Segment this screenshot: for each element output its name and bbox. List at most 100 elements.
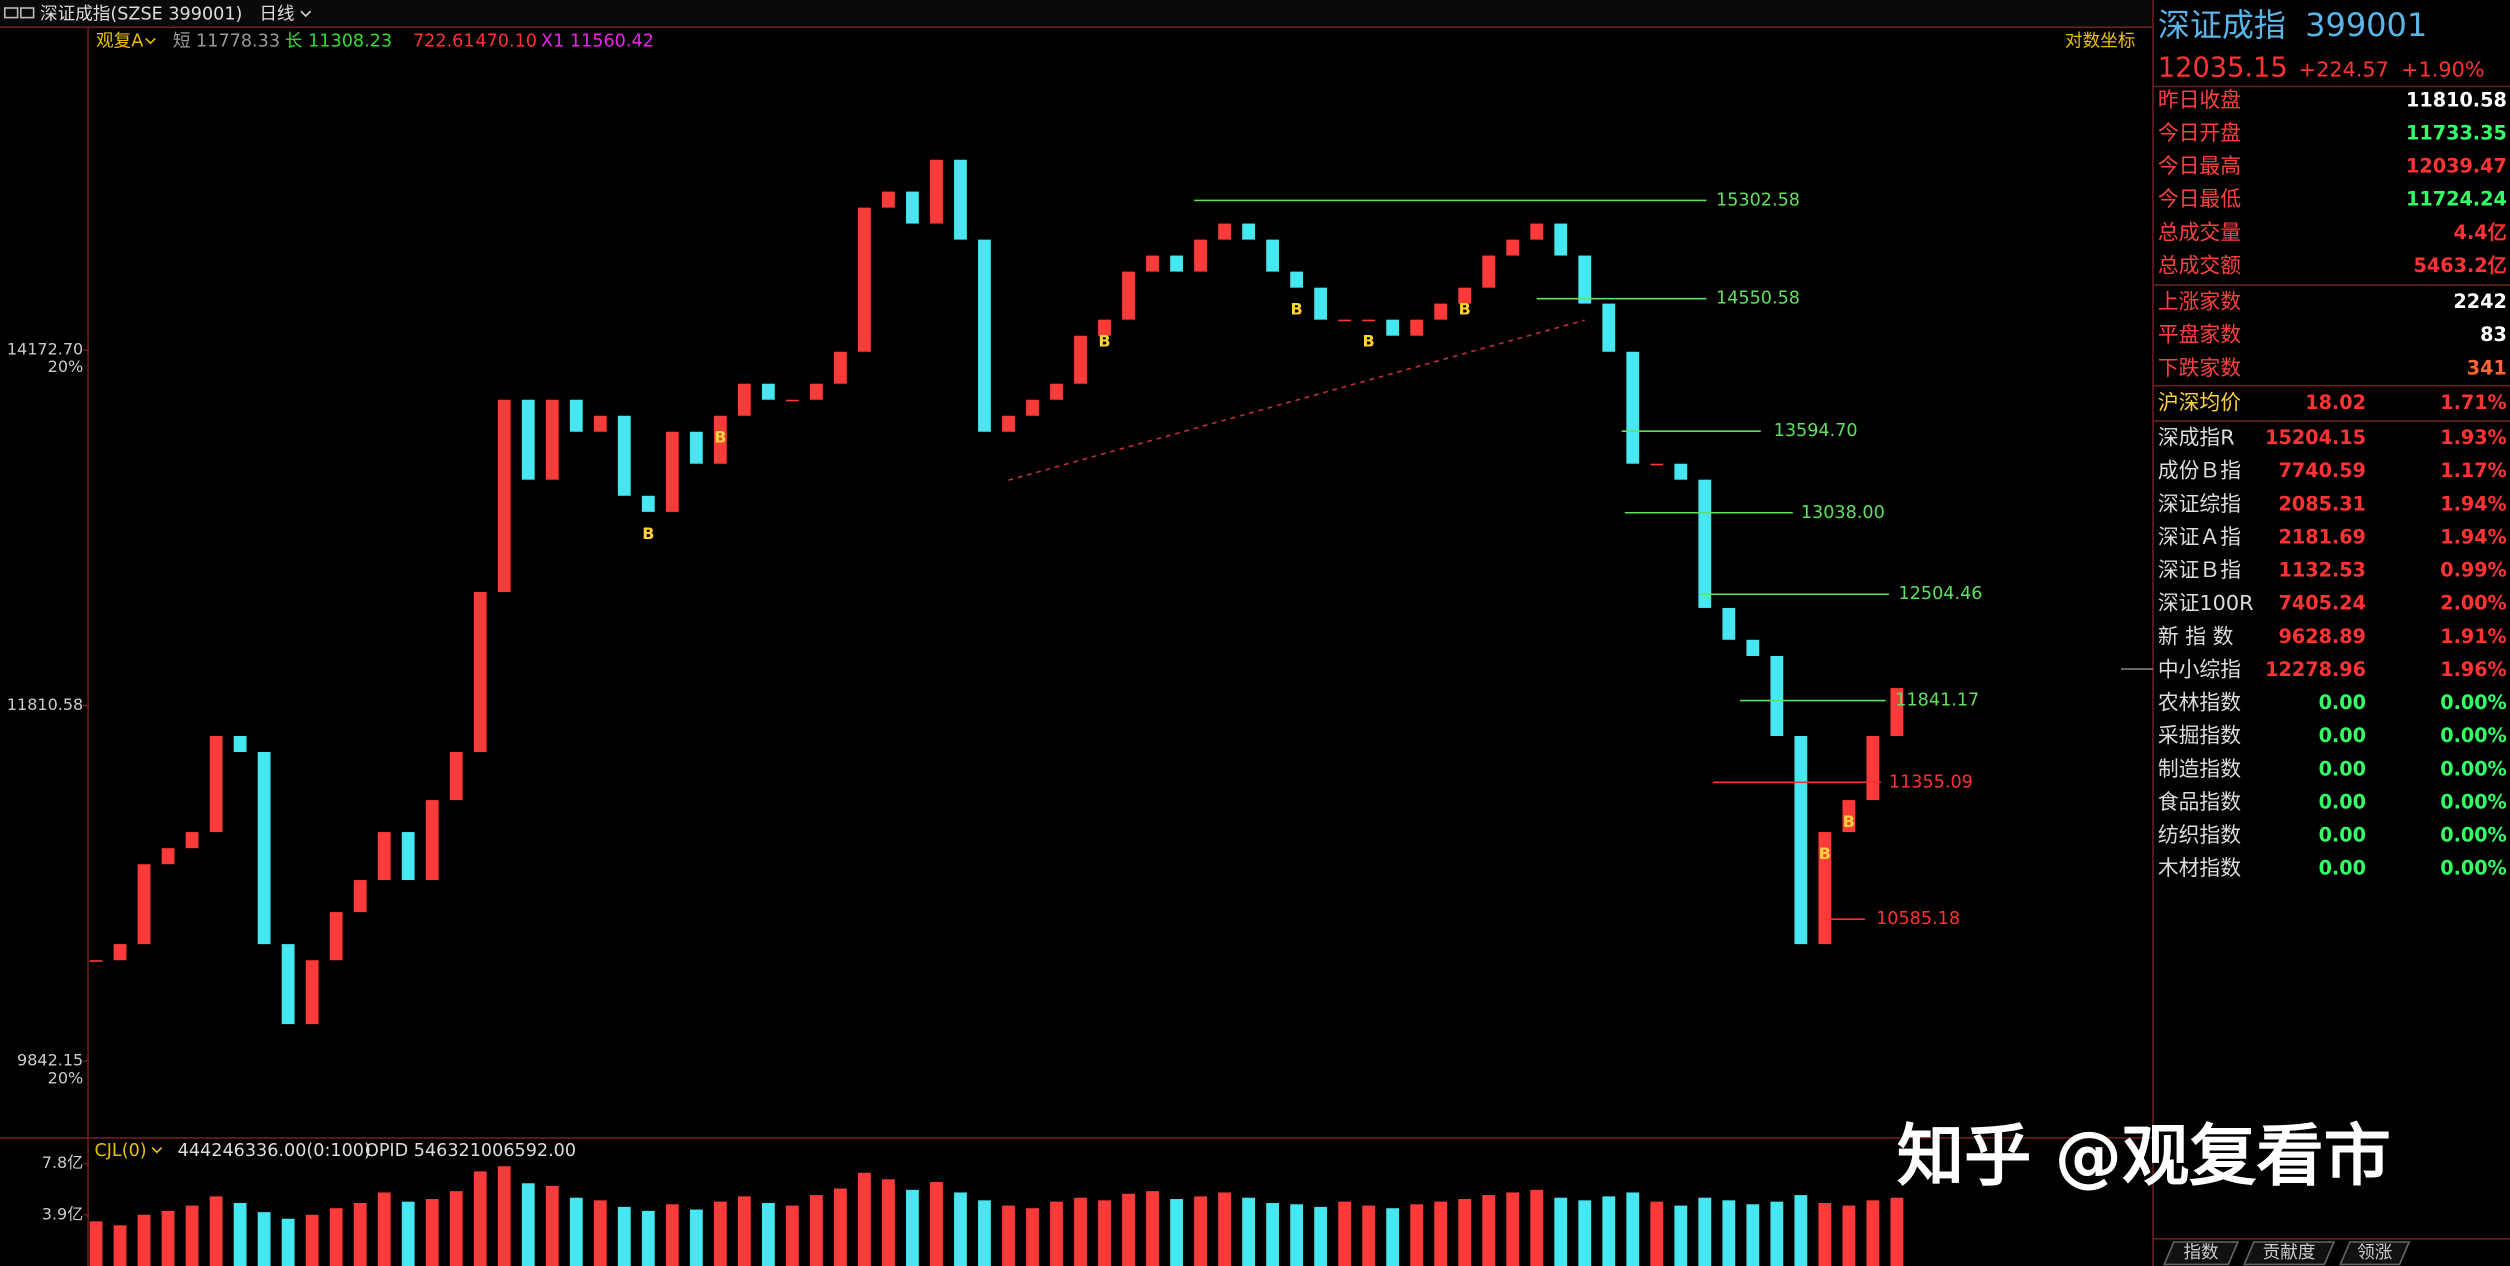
volume-bar <box>137 1214 151 1266</box>
volume-bar <box>281 1218 295 1266</box>
index-value: 0.00 <box>2319 857 2366 880</box>
index-pct: 0.00% <box>2440 824 2507 847</box>
index-value: 0.00 <box>2319 724 2366 747</box>
chevron <box>151 1146 163 1154</box>
candle <box>641 495 655 512</box>
y-tick-label: 14172.70 <box>7 340 83 359</box>
candle <box>1626 351 1640 464</box>
candle <box>1458 287 1472 304</box>
index-pct: 0.00% <box>2440 857 2507 880</box>
volume-bar <box>665 1204 679 1266</box>
breadth-value: 341 <box>2467 356 2507 379</box>
breadth-label: 上涨家数 <box>2158 289 2241 313</box>
candle <box>1170 255 1183 272</box>
volume-name: CJL(0) <box>94 1141 146 1161</box>
signal: B <box>1098 332 1110 351</box>
volume-opid: OPID 546321006592.00 <box>365 1141 576 1161</box>
index-value: 0.00 <box>2319 824 2366 847</box>
candle <box>882 191 895 208</box>
level-label: 15302.58 <box>1716 190 1800 210</box>
volume-bar <box>1410 1204 1424 1266</box>
index-label: 深证Ｂ指 <box>2158 558 2241 582</box>
candle <box>1602 303 1616 352</box>
avg-label: 沪深均价 <box>2158 390 2241 414</box>
volume-bar <box>1290 1204 1304 1266</box>
stat-label: 总成交量 <box>2158 220 2241 244</box>
level-label: 14550.58 <box>1716 289 1800 309</box>
volume-bar <box>1242 1197 1255 1266</box>
tab[interactable] <box>2243 1241 2336 1266</box>
volume-bar <box>1770 1201 1784 1266</box>
index-label: 木材指数 <box>2158 856 2241 880</box>
period: 日线 <box>259 4 294 24</box>
index-value: 9628.89 <box>2279 625 2366 648</box>
level-label: 12504.46 <box>1899 584 1983 604</box>
y-tick-label: 11810.58 <box>7 695 83 714</box>
candle <box>113 944 127 961</box>
volume-bar <box>1026 1208 1039 1266</box>
stat-value: 4.4亿 <box>2454 221 2507 244</box>
indicator: 722.61 <box>413 32 475 52</box>
index-value: 15204.15 <box>2265 426 2366 449</box>
index-value: 2181.69 <box>2279 525 2366 548</box>
candle <box>1146 255 1159 272</box>
scale-mode: 对数坐标 <box>2065 32 2135 52</box>
index-label: 农林指数 <box>2158 691 2241 715</box>
volume-bar <box>425 1199 439 1266</box>
volume-bar <box>978 1200 991 1266</box>
volume-bar <box>497 1166 511 1266</box>
candle <box>1026 399 1039 416</box>
quote-code: 399001 <box>2305 6 2427 44</box>
breadth-value: 83 <box>2480 323 2507 346</box>
quote-pct: +1.90% <box>2401 57 2485 81</box>
stat-value: 5463.2亿 <box>2414 254 2507 277</box>
volume-bar <box>473 1171 487 1266</box>
candle <box>353 880 367 913</box>
breadth-value: 2242 <box>2453 290 2506 313</box>
candle <box>1794 735 1808 945</box>
y-tick-label: 7.8亿 <box>42 1153 83 1172</box>
signal: B <box>1459 300 1471 319</box>
candle <box>1770 655 1784 736</box>
volume-bar <box>1482 1195 1496 1266</box>
volume-bar <box>713 1201 727 1266</box>
candle <box>1866 735 1880 801</box>
candle <box>1410 319 1424 336</box>
candle <box>1266 239 1280 272</box>
level-label: 11841.17 <box>1895 691 1979 711</box>
candle <box>1818 832 1832 945</box>
candle <box>809 383 823 400</box>
candle <box>569 399 583 432</box>
candle <box>449 751 463 801</box>
index-pct: 1.94% <box>2440 492 2507 515</box>
signal: B <box>714 428 726 447</box>
indicator: 观复A <box>96 32 143 52</box>
volume-bar <box>329 1208 343 1266</box>
candle <box>1386 319 1400 336</box>
candle <box>1506 239 1520 256</box>
candle <box>1242 223 1255 240</box>
index-pct: 0.00% <box>2440 790 2507 813</box>
candle <box>978 239 991 432</box>
tab-label[interactable]: 贡献度 <box>2263 1243 2316 1263</box>
quote-price: 12035.15 <box>2158 52 2288 83</box>
candle <box>858 207 871 352</box>
window-icon <box>20 7 35 19</box>
stat-label: 今日最低 <box>2158 187 2241 211</box>
tab[interactable] <box>2163 1241 2240 1266</box>
index-pct: 0.00% <box>2440 757 2507 780</box>
index-label: 制造指数 <box>2158 757 2241 781</box>
tab[interactable] <box>2339 1241 2411 1266</box>
quote-change: +224.57 <box>2299 57 2389 81</box>
tab-label[interactable]: 领涨 <box>2357 1243 2393 1263</box>
candle <box>1002 415 1015 432</box>
candle <box>1194 239 1207 272</box>
volume-bar <box>209 1196 223 1266</box>
y-tick-label: 9842.15 <box>17 1051 83 1070</box>
tab-label[interactable]: 指数 <box>2183 1243 2219 1263</box>
volume-bar <box>809 1195 823 1266</box>
volume-bar <box>1578 1200 1592 1266</box>
level-label: 11355.09 <box>1889 772 1973 792</box>
volume-bar <box>521 1183 535 1266</box>
candle <box>833 351 847 384</box>
